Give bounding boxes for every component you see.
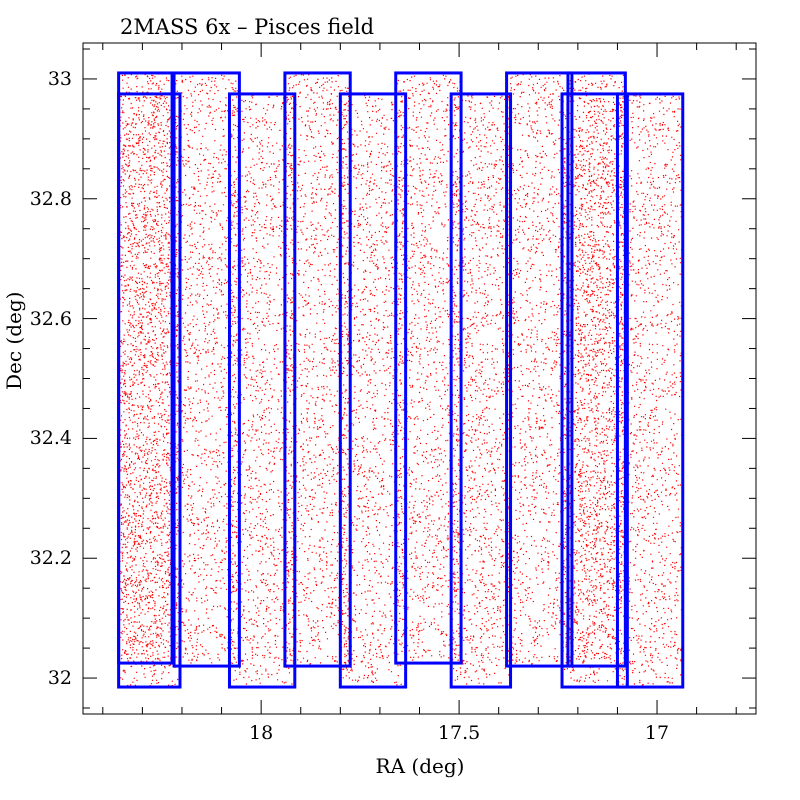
y-tick-label: 32.2 xyxy=(29,547,72,570)
y-tick-label: 32 xyxy=(47,667,72,690)
y-tick-label: 32.6 xyxy=(29,307,72,330)
x-axis-label: RA (deg) xyxy=(375,754,465,778)
plot-frame xyxy=(82,42,757,715)
scan-box-10 xyxy=(560,92,629,689)
scan-box-4 xyxy=(227,92,297,689)
scan-box-12 xyxy=(615,92,685,689)
scan-box-3 xyxy=(172,71,241,668)
scan-box-6 xyxy=(338,92,408,689)
scan-boxes xyxy=(117,71,685,689)
x-tick-label: 17 xyxy=(644,722,670,744)
scan-box-7 xyxy=(394,71,463,665)
source-points-scan-1 xyxy=(118,73,174,664)
scan-box-2 xyxy=(117,92,182,689)
chart-title: 2MASS 6x – Pisces field xyxy=(120,15,375,39)
source-points-scan-2 xyxy=(118,94,182,688)
y-tick-label: 32.4 xyxy=(29,427,72,450)
scan-box-1 xyxy=(117,71,174,665)
scan-box-9 xyxy=(505,71,574,668)
scan-box-5 xyxy=(283,71,352,668)
y-tick-label: 33 xyxy=(47,67,72,90)
axis-ticks xyxy=(83,43,756,714)
source-points-scan-11 xyxy=(568,73,627,668)
source-points-scan-7 xyxy=(395,73,463,665)
x-tick-label: 18 xyxy=(249,722,274,744)
scan-box-11 xyxy=(566,71,627,668)
y-tick-label: 32.8 xyxy=(29,187,72,210)
source-points-scan-8 xyxy=(451,94,512,688)
y-axis-label: Dec (deg) xyxy=(2,291,26,390)
scan-box-8 xyxy=(449,92,513,689)
source-points-scan-12 xyxy=(617,94,684,688)
source-points-scan-3 xyxy=(174,73,241,668)
source-points xyxy=(118,73,684,689)
x-tick-label: 17.5 xyxy=(437,722,481,744)
